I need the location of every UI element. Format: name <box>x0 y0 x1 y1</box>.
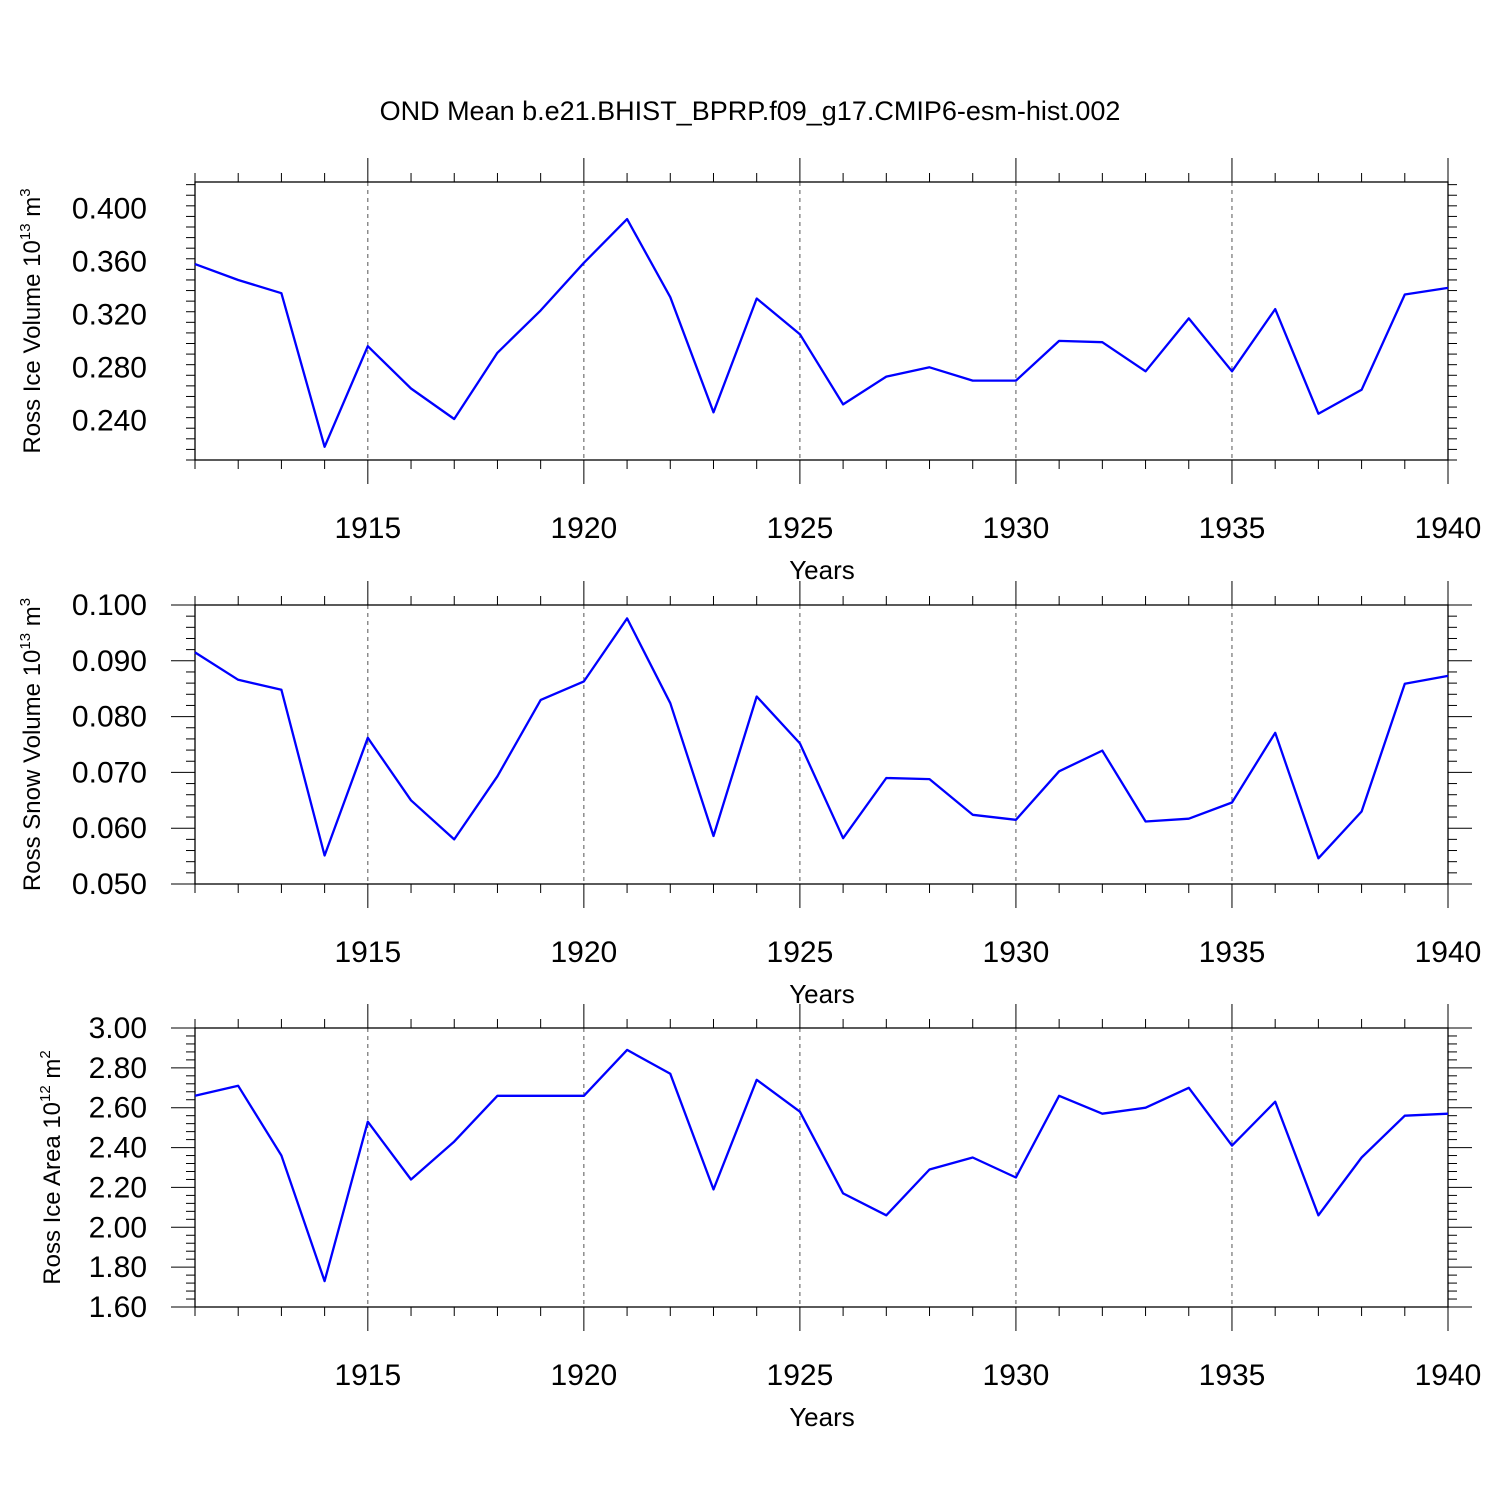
chart-panel-3: 1.60 1.80 2.00 2.20 2.40 2.60 2.80 3.00 1915 1920… <box>37 1004 1481 1432</box>
x-tick-label: 1930 <box>983 936 1050 969</box>
x-tick-label: 1940 <box>1415 512 1482 545</box>
y-tick-label: 3.00 <box>89 1012 147 1045</box>
y-axis-label-unit: m <box>19 197 46 224</box>
y-tick-label: 1.80 <box>89 1251 147 1284</box>
plot-frame <box>194 604 1449 885</box>
x-tick-label: 1930 <box>983 1359 1050 1392</box>
y-tick-label: 0.090 <box>72 645 147 678</box>
y-axis-label-unit-exp: 3 <box>17 188 34 196</box>
y-axis-label-main: Ross Ice Volume 10 <box>19 240 46 453</box>
x-axis-label: Years <box>789 1402 855 1432</box>
panels: 0.240 0.280 0.320 0.360 0.400 1915 1920 1925 193… <box>17 158 1481 1432</box>
plot-frame <box>194 181 1449 461</box>
x-tick-label: 1925 <box>767 936 834 969</box>
x-tick-label: 1925 <box>767 1359 834 1392</box>
x-tick-label: 1920 <box>550 512 617 545</box>
y-tick-label: 0.100 <box>72 589 147 622</box>
y-axis-label-unit: m <box>39 1059 66 1086</box>
y-tick-label: 0.050 <box>72 868 147 901</box>
x-axis-label: Years <box>789 555 855 585</box>
y-axis-label-exp: 13 <box>17 633 34 650</box>
y-tick-label: 0.320 <box>72 298 147 331</box>
x-tick-label: 1920 <box>550 1359 617 1392</box>
y-axis-label-unit-exp: 2 <box>37 1050 54 1058</box>
y-axis-label-unit-exp: 3 <box>17 598 34 606</box>
x-tick-label: 1940 <box>1415 936 1482 969</box>
x-tick-label: 1915 <box>334 512 401 545</box>
y-tick-label: 1.60 <box>89 1291 147 1324</box>
x-tick-label: 1925 <box>767 512 834 545</box>
chart-panel-2: 0.050 0.060 0.070 0.080 0.090 0.100 1915 1920 19… <box>17 581 1481 1009</box>
y-tick-label: 2.00 <box>89 1211 147 1244</box>
y-tick-label: 0.360 <box>72 245 147 278</box>
x-tick-label: 1915 <box>334 936 401 969</box>
figure-title: OND Mean b.e21.BHIST_BPRP.f09_g17.CMIP6-… <box>380 96 1121 126</box>
y-axis-label-exp: 12 <box>37 1085 54 1102</box>
x-tick-label: 1915 <box>334 1359 401 1392</box>
y-tick-label: 0.400 <box>72 192 147 225</box>
y-tick-label: 0.060 <box>72 812 147 845</box>
x-tick-label: 1920 <box>550 936 617 969</box>
x-tick-label: 1940 <box>1415 1359 1482 1392</box>
y-axis-label-main: Ross Ice Area 10 <box>39 1102 66 1285</box>
y-tick-label: 2.80 <box>89 1052 147 1085</box>
x-axis-label: Years <box>789 979 855 1009</box>
y-tick-label: 2.60 <box>89 1092 147 1125</box>
plot-frame <box>194 1027 1449 1308</box>
y-axis-label: Ross Snow Volume 1013 m3 <box>17 598 46 891</box>
series-line <box>194 217 1449 448</box>
y-tick-label: 2.40 <box>89 1132 147 1165</box>
x-tick-label: 1935 <box>1199 1359 1266 1392</box>
chart-panel-1: 0.240 0.280 0.320 0.360 0.400 1915 1920 1925 193… <box>17 158 1481 585</box>
x-tick-label: 1935 <box>1199 936 1266 969</box>
y-tick-label: 0.080 <box>72 701 147 734</box>
y-tick-label: 0.240 <box>72 404 147 437</box>
y-tick-label: 0.280 <box>72 351 147 384</box>
y-tick-label: 2.20 <box>89 1171 147 1204</box>
y-axis-label-main: Ross Snow Volume 10 <box>19 650 46 891</box>
y-axis-label-unit: m <box>19 606 46 633</box>
y-axis-label-exp: 13 <box>17 223 34 240</box>
y-axis-label: Ross Ice Volume 1013 m3 <box>17 188 46 453</box>
x-tick-label: 1930 <box>983 512 1050 545</box>
series-line <box>194 1048 1449 1283</box>
y-axis-label: Ross Ice Area 1012 m2 <box>37 1050 66 1284</box>
series-line <box>194 617 1449 860</box>
x-tick-label: 1935 <box>1199 512 1266 545</box>
y-tick-label: 0.070 <box>72 756 147 789</box>
